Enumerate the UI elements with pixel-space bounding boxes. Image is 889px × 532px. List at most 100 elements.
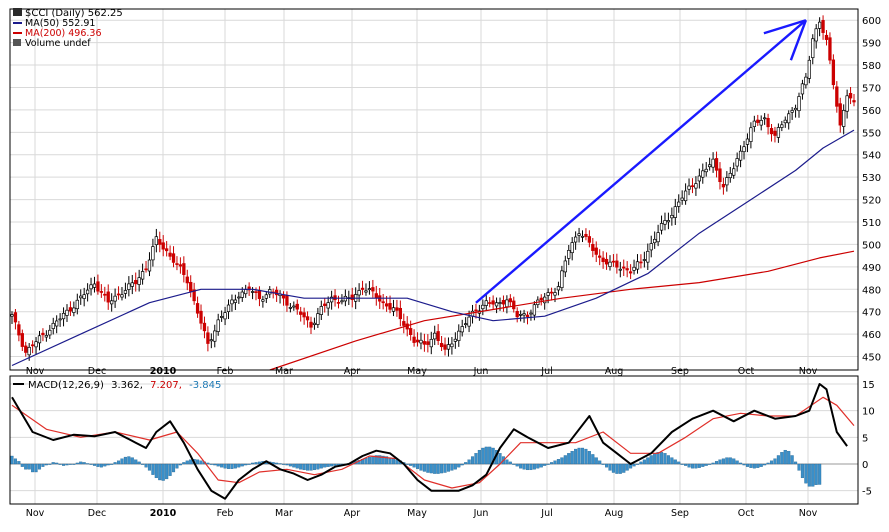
macd-ytick-label: 15 — [862, 380, 875, 391]
candle-body — [357, 290, 361, 296]
macd-histogram-bar — [230, 463, 234, 469]
macd-histogram-bar — [728, 457, 732, 465]
macd-xtick-label: Jun — [473, 508, 489, 519]
macd-histogram-bar — [185, 460, 189, 465]
macd-histogram-bar — [556, 459, 560, 465]
macd-histogram-bar — [505, 459, 509, 465]
macd-histogram-bar — [539, 463, 543, 468]
candle-body — [622, 266, 626, 269]
candle-body — [189, 281, 193, 292]
macd-histogram-bar — [302, 463, 306, 471]
candle-body — [127, 283, 131, 290]
price-xtick-label: Jun — [473, 366, 489, 377]
candle-body — [130, 282, 134, 287]
macd-histogram-bar — [106, 463, 110, 466]
macd-histogram-bar — [175, 463, 179, 469]
candle-body — [154, 236, 158, 246]
macd-histogram-bar — [31, 463, 35, 473]
candle-body — [498, 302, 502, 304]
macd-histogram-bar — [807, 463, 811, 487]
candle-body — [756, 119, 760, 123]
macd-histogram-bar — [275, 462, 279, 465]
macd-histogram-bar — [529, 463, 533, 471]
macd-histogram-bar — [522, 463, 526, 470]
macd-histogram-bar — [598, 460, 602, 465]
macd-histogram-bar — [385, 456, 389, 465]
macd-histogram-bar — [721, 458, 725, 465]
candle-body — [759, 120, 763, 126]
macd-histogram-bar — [154, 463, 158, 479]
macd-histogram-bar — [316, 463, 320, 470]
candle-body — [75, 299, 79, 310]
candle-body — [426, 341, 430, 345]
candle-body — [360, 287, 365, 290]
candle-body — [402, 321, 406, 326]
candle-body — [182, 263, 186, 275]
candle-body — [611, 260, 616, 263]
macd-histogram-bar — [20, 463, 24, 467]
macd-ytick-label: -5 — [862, 487, 872, 498]
price-panel-frame — [9, 8, 859, 371]
candle-body — [443, 344, 447, 350]
macd-histogram-bar — [553, 460, 557, 465]
macd-histogram-bar — [635, 463, 640, 465]
macd-histogram-bar — [584, 448, 588, 465]
candle-body — [807, 59, 811, 79]
candle-body — [340, 300, 344, 303]
candle-body — [831, 59, 836, 86]
macd-histogram-bar — [646, 457, 650, 465]
macd-histogram-bar — [615, 463, 619, 474]
candle-body — [683, 190, 688, 202]
candle-body — [811, 38, 815, 59]
macd-histogram-bar — [656, 452, 660, 465]
candle-body — [680, 197, 684, 201]
candle-body — [391, 307, 396, 312]
macd-histogram-bar — [601, 463, 605, 465]
candle-body — [137, 277, 141, 285]
macd-histogram-bar — [254, 462, 258, 465]
candle-body — [312, 322, 317, 325]
macd-histogram-bar — [123, 456, 127, 465]
macd-histogram-bar — [440, 463, 444, 474]
candle-body — [560, 270, 564, 289]
candle-body — [326, 302, 330, 309]
candle-body — [439, 342, 444, 348]
candle-body — [721, 183, 726, 188]
legend-signal-value: 7.207, — [150, 380, 182, 391]
macd-histogram-bar — [800, 463, 804, 479]
macd-histogram-bar — [488, 446, 492, 465]
price-xtick-label: 2010 — [150, 366, 177, 377]
candle-body — [371, 287, 375, 292]
macd-histogram-bar — [508, 461, 512, 465]
candle-body — [494, 302, 499, 307]
price-ytick-label: 540 — [862, 151, 881, 162]
macd-histogram-bar — [577, 447, 581, 465]
candle-body — [587, 236, 592, 243]
macd-histogram-bar — [134, 459, 138, 465]
candle-body — [24, 345, 28, 353]
candle-body — [649, 243, 653, 251]
candle-body — [409, 328, 413, 336]
macd-histogram-bar — [618, 463, 622, 474]
candle-body — [687, 185, 691, 190]
candle-body — [58, 318, 62, 321]
candle-body — [140, 271, 145, 280]
candle-body — [195, 303, 200, 314]
macd-histogram-bar — [443, 463, 447, 473]
price-ytick-label: 490 — [862, 263, 881, 274]
macd-histogram-bar — [62, 463, 66, 466]
macd-histogram-bar — [333, 463, 337, 466]
macd-xtick-label: Nov — [26, 508, 45, 519]
candle-body — [598, 255, 602, 258]
candle-body — [336, 301, 341, 304]
macd-histogram-bar — [216, 463, 220, 467]
candle-body — [615, 260, 619, 268]
price-xtick-label: Aug — [605, 366, 624, 377]
candle-body — [628, 271, 633, 274]
candle-body — [384, 303, 389, 307]
candle-body — [580, 235, 585, 238]
candle-body — [316, 313, 320, 325]
candle-body — [704, 168, 708, 173]
legend-volume: Volume undef — [25, 38, 91, 49]
candle-body — [61, 312, 66, 320]
